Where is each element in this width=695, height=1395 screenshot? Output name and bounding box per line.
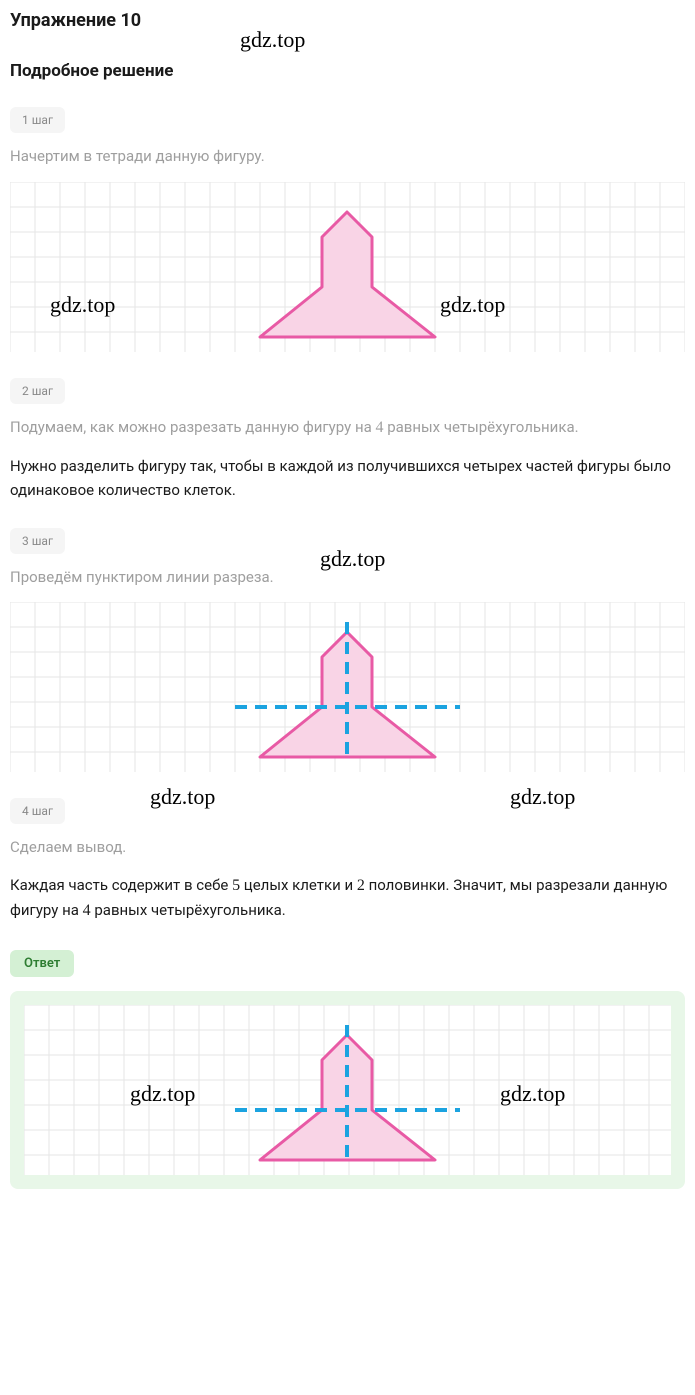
step-gray-text: Проведём пунктиром линии разреза. bbox=[10, 566, 685, 589]
step-4: 4 шаг gdz.top gdz.top Сделаем вывод. Каж… bbox=[10, 798, 685, 924]
figure-svg bbox=[24, 1005, 671, 1175]
watermark: gdz.top bbox=[150, 784, 215, 810]
step-gray-text: Подумаем, как можно разрезать данную фиг… bbox=[10, 416, 685, 440]
figure-svg bbox=[10, 602, 685, 772]
figure-container bbox=[10, 602, 685, 772]
step-3: 3 шаг Проведём пунктиром линии разреза. … bbox=[10, 528, 685, 773]
answer-section: Ответ gdz.top gdz.top bbox=[10, 950, 685, 1189]
step-badge: 4 шаг bbox=[10, 798, 65, 824]
figure-svg bbox=[10, 182, 685, 352]
exercise-title: Упражнение 10 bbox=[10, 10, 685, 31]
step-badge: 2 шаг bbox=[10, 378, 65, 404]
watermark: gdz.top bbox=[510, 784, 575, 810]
solution-subtitle: Подробное решение bbox=[10, 61, 685, 81]
step-gray-text: Начертим в тетради данную фигуру. bbox=[10, 145, 685, 168]
step-body-text: Нужно разделить фигуру так, чтобы в кажд… bbox=[10, 454, 685, 502]
step-1: 1 шаг Начертим в тетради данную фигуру. … bbox=[10, 107, 685, 352]
step-badge: 1 шаг bbox=[10, 107, 65, 133]
figure-container: gdz.top gdz.top bbox=[10, 182, 685, 352]
step-badge: 3 шаг bbox=[10, 528, 65, 554]
answer-badge: Ответ bbox=[10, 950, 74, 977]
answer-container: gdz.top gdz.top bbox=[10, 991, 685, 1189]
subtitle-section: Подробное решение gdz.top bbox=[10, 61, 685, 81]
step-body-text: Каждая часть содержит в себе 5 целых кле… bbox=[10, 873, 685, 924]
step-gray-text: Сделаем вывод. bbox=[10, 836, 685, 859]
step-2: 2 шаг Подумаем, как можно разрезать данн… bbox=[10, 378, 685, 502]
